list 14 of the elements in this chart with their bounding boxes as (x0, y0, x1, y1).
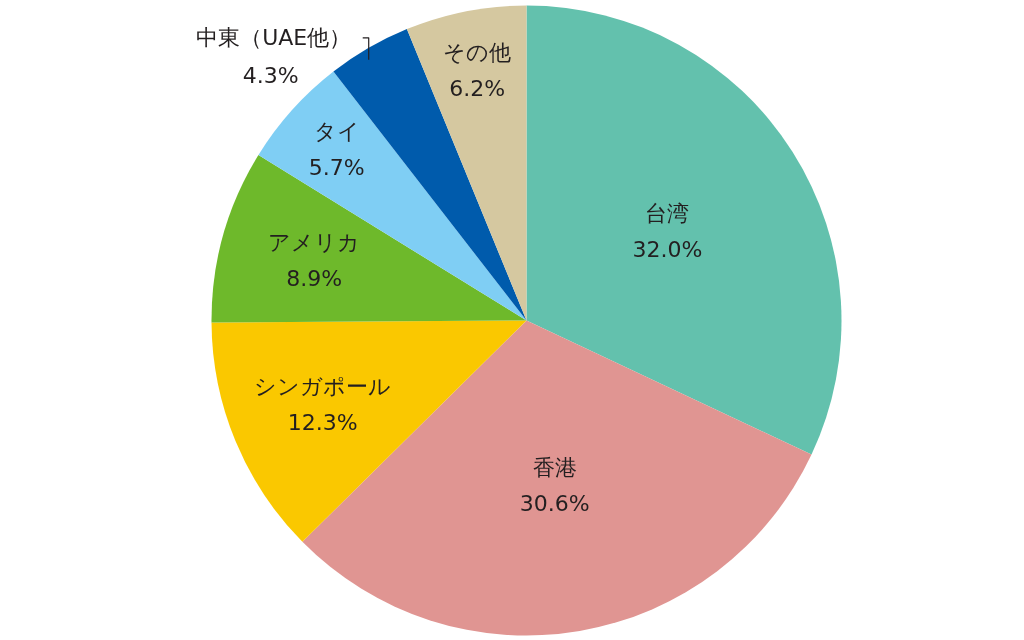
data-label: 12.3% (287, 410, 358, 436)
slice-label: 香港 (532, 454, 577, 480)
slice-label: 台湾 (645, 200, 690, 226)
slice-label: その他 (443, 39, 512, 65)
slice-label: アメリカ (268, 230, 361, 256)
slice-label: シンガポール (254, 374, 392, 400)
slice-label: タイ (313, 119, 360, 145)
slice-label: 中東（UAE他） (196, 25, 352, 51)
data-label: 8.9% (286, 266, 343, 292)
data-label: 5.7% (308, 155, 365, 181)
data-label: 32.0% (632, 236, 703, 262)
data-label: 6.2% (449, 75, 506, 101)
data-label: 30.6% (519, 490, 590, 516)
data-label: 4.3% (242, 63, 299, 89)
